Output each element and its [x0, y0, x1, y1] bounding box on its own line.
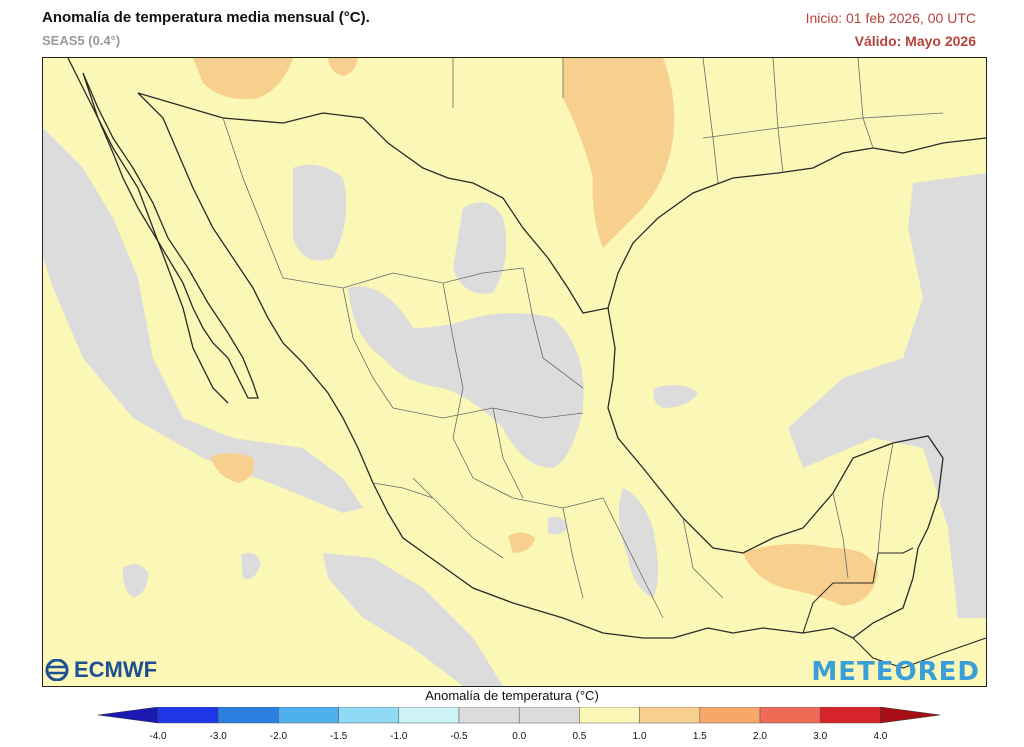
colorbar-label: Anomalía de temperatura (°C): [425, 688, 599, 703]
gulf-cool-patch: [653, 384, 698, 408]
colorbar-tick-label: 2.0: [753, 731, 767, 742]
colorbar-segment: [338, 707, 400, 724]
valid-date: Válido: Mayo 2026: [854, 33, 976, 49]
colorbar-tick-label: -4.0: [149, 731, 167, 742]
colorbar: [98, 707, 940, 724]
us-state-borders: [452, 58, 944, 184]
colorbar-tick-label: 1.0: [632, 731, 647, 742]
south-cool-patch: [619, 488, 658, 598]
colorbar-segment: [398, 707, 460, 724]
southwest-warm-patch: [508, 532, 535, 553]
central-america-border: [802, 547, 986, 669]
baja-california: [82, 72, 259, 399]
colorbar-tick-label: 4.0: [873, 731, 888, 742]
south-cool-patch-2: [548, 516, 568, 535]
colorbar-tick-label: -2.0: [269, 731, 288, 742]
colorbar-tick-label: -1.5: [329, 731, 348, 742]
pacific-warm-patch: [211, 453, 254, 483]
colorbar-tick-label: -0.5: [450, 731, 468, 742]
anomaly-map: [43, 58, 986, 686]
colorbar-segment: [639, 707, 701, 724]
state-borders: [222, 117, 894, 619]
central-cool-area: [348, 286, 584, 468]
north-warm-patch: [193, 58, 293, 99]
north-warm-patch-2: [328, 58, 358, 76]
colorbar-tick-label: 0.5: [572, 731, 587, 742]
yucatan-warm-area: [743, 544, 878, 606]
pacific-cool-area: [43, 128, 363, 513]
caribbean-cool-area: [788, 173, 986, 618]
colorbar-segment: [458, 707, 520, 724]
pacific-cool-patch: [122, 564, 148, 598]
colorbar-tick-label: 3.0: [813, 731, 828, 742]
texas-warm-area: [563, 58, 675, 248]
colorbar-over-arrow: [880, 707, 940, 724]
colorbar-segment: [699, 707, 761, 724]
colorbar-segment: [518, 707, 580, 724]
ecmwf-logo-text: ECMWF: [74, 657, 158, 682]
pacific-cool-area-south: [323, 553, 503, 686]
us-mexico-border: [137, 92, 609, 314]
northeast-cool-area: [453, 202, 507, 294]
colorbar-segment: [759, 707, 821, 724]
pacific-cool-patch-2: [241, 552, 261, 579]
meteored-logo: METEORED: [811, 657, 980, 687]
north-cool-area: [293, 164, 347, 261]
colorbar-segment: [819, 707, 881, 724]
colorbar-tick-label: -1.0: [390, 731, 408, 742]
init-date: Inicio: 01 feb 2026, 00 UTC: [805, 10, 976, 26]
colorbar-tick-label: -3.0: [209, 731, 227, 742]
model-label: SEAS5 (0.4°): [42, 33, 121, 48]
colorbar-tick-label: 0.0: [512, 731, 527, 742]
colorbar-tick-label: 1.5: [692, 731, 707, 742]
colorbar-segment: [217, 707, 279, 724]
colorbar-segment: [278, 707, 339, 724]
colorbar-segment: [579, 707, 640, 724]
ecmwf-logo: ECMWF: [44, 657, 157, 683]
colorbar-segment: [157, 707, 219, 724]
colorbar-under-arrow: [98, 707, 159, 724]
map-area[interactable]: [42, 57, 987, 687]
map-title: Anomalía de temperatura media mensual (°…: [42, 9, 370, 26]
ecmwf-mark-icon: [45, 659, 69, 681]
us-gulf-coast: [607, 137, 986, 309]
